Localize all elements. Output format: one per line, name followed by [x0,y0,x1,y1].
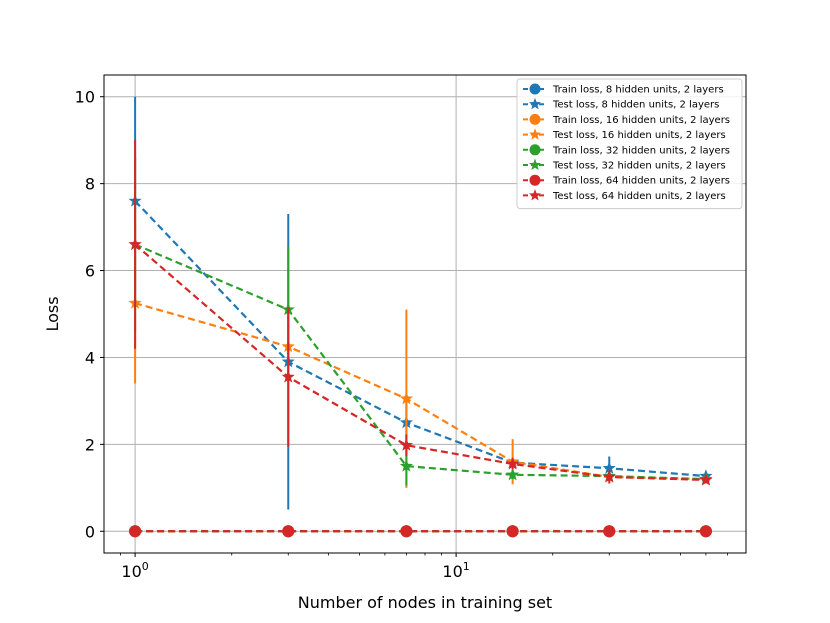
legend-label: Test loss, 32 hidden units, 2 layers [552,161,726,172]
series-line [134,302,706,481]
series-layer [128,96,713,538]
legend-item: Test loss, 8 hidden units, 2 layers [523,97,719,111]
legend-marker [528,158,542,171]
y-tick-label: 8 [85,175,95,194]
series-line [134,243,706,482]
data-point [399,459,413,472]
legend-marker [528,128,542,140]
legend-item: Train loss, 16 hidden units, 2 layers [523,113,730,126]
legend-label: Train loss, 8 hidden units, 2 layers [552,85,724,96]
data-point [602,470,616,483]
legend-marker [529,113,541,125]
series-test-loss-64-hidden-units-2-layers [128,140,713,486]
series-line [134,243,706,481]
legend-item: Train loss, 64 hidden units, 2 layers [523,174,730,187]
legend-item: Test loss, 16 hidden units, 2 layers [523,128,726,141]
data-point [506,467,520,481]
legend-marker [528,97,542,110]
series-train-loss-64-hidden-units-2-layers [129,525,712,538]
legend-marker [529,83,541,95]
legend-label: Test loss, 16 hidden units, 2 layers [552,130,726,141]
grid [104,75,746,553]
y-tick-label: 0 [85,522,95,541]
legend-marker [528,189,542,201]
data-point [399,391,413,405]
x-tick-label: 101 [442,560,469,581]
legend-item: Test loss, 32 hidden units, 2 layers [523,158,726,172]
data-point [128,237,142,251]
data-point [603,525,616,538]
legend-label: Test loss, 64 hidden units, 2 layers [552,191,726,202]
x-axis-label: Number of nodes in training set [298,593,552,612]
legend-item: Train loss, 32 hidden units, 2 layers [523,144,730,156]
legend-label: Test loss, 8 hidden units, 2 layers [552,100,719,111]
data-point [602,461,616,474]
legend-label: Train loss, 16 hidden units, 2 layers [552,115,730,126]
data-point [399,438,413,451]
legend: Train loss, 8 hidden units, 2 layers Test… [516,78,743,210]
legend-marker [529,144,541,156]
legend-item: Train loss, 8 hidden units, 2 layers [523,83,724,96]
y-tick-label: 4 [85,348,95,367]
data-point [506,525,519,538]
y-tick-label: 2 [85,435,95,454]
data-point [699,473,713,486]
legend-item: Test loss, 64 hidden units, 2 layers [523,189,726,202]
y-tick-label: 6 [85,262,95,281]
data-point [281,370,295,383]
legend-label: Train loss, 64 hidden units, 2 layers [552,176,730,187]
axes: 0 2 4 6 8 10 100 101 [75,88,728,581]
series-line [134,200,706,478]
legend-label: Train loss, 32 hidden units, 2 layers [552,145,730,156]
legend-marker [529,174,541,186]
x-tick-label: 100 [121,560,148,581]
data-point [506,457,520,470]
data-point [400,525,413,538]
data-point [282,525,295,538]
data-point [699,525,712,538]
y-tick-label: 10 [75,88,95,107]
y-axis-label: Loss [43,296,62,331]
legend-box [516,78,743,210]
data-point [129,525,142,538]
